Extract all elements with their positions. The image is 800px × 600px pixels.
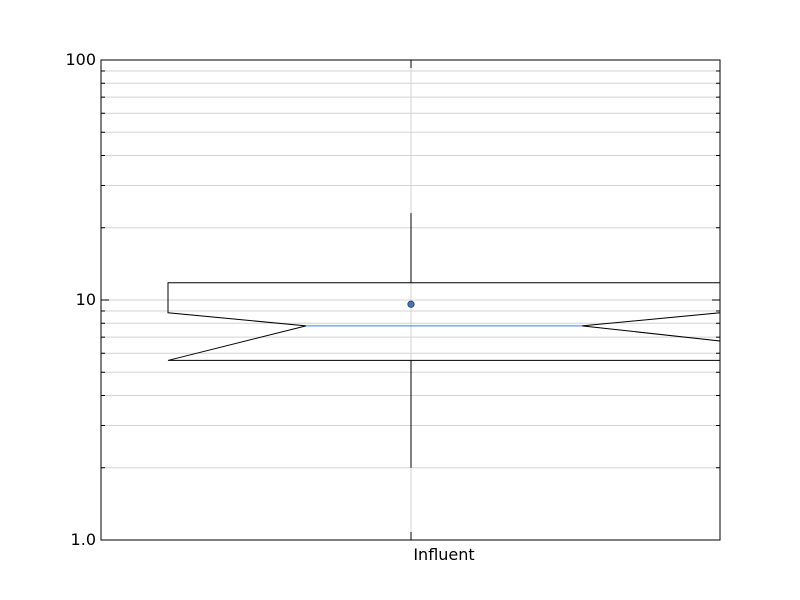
y-tick-label-100: 100: [65, 50, 96, 69]
box-layer: [167, 213, 721, 468]
mean-marker: [407, 300, 415, 308]
grid-lines: [101, 60, 720, 540]
y-tick-label-10: 10: [76, 290, 96, 309]
x-tick-label-influent: Influent: [413, 545, 474, 564]
axis-ticks: [101, 60, 720, 540]
notched-box: [167, 282, 721, 361]
y-tick-label-1: 1.0: [71, 530, 96, 549]
